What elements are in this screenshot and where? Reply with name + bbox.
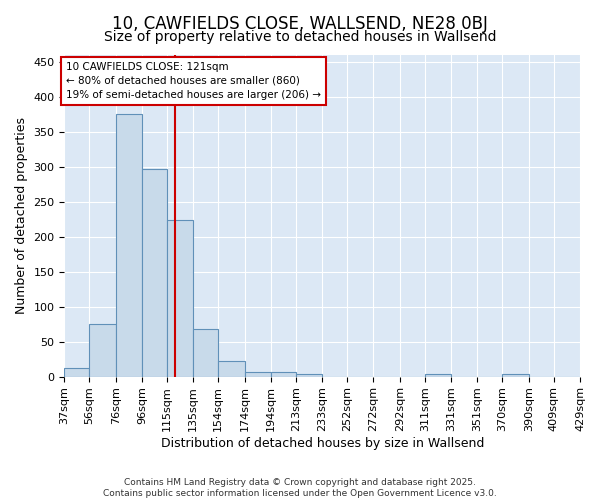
Text: Contains HM Land Registry data © Crown copyright and database right 2025.
Contai: Contains HM Land Registry data © Crown c… <box>103 478 497 498</box>
Bar <box>64 368 89 376</box>
Bar <box>502 374 529 376</box>
Bar <box>296 374 322 376</box>
Y-axis label: Number of detached properties: Number of detached properties <box>15 118 28 314</box>
Bar <box>193 329 218 376</box>
Bar <box>218 361 245 376</box>
Bar <box>142 169 167 376</box>
Bar <box>167 220 193 376</box>
Text: 10 CAWFIELDS CLOSE: 121sqm
← 80% of detached houses are smaller (860)
19% of sem: 10 CAWFIELDS CLOSE: 121sqm ← 80% of deta… <box>66 62 321 100</box>
Bar <box>271 372 296 376</box>
Bar <box>425 374 451 376</box>
Bar <box>245 372 271 376</box>
Bar <box>116 114 142 376</box>
Text: 10, CAWFIELDS CLOSE, WALLSEND, NE28 0BJ: 10, CAWFIELDS CLOSE, WALLSEND, NE28 0BJ <box>112 15 488 33</box>
Text: Size of property relative to detached houses in Wallsend: Size of property relative to detached ho… <box>104 30 496 44</box>
X-axis label: Distribution of detached houses by size in Wallsend: Distribution of detached houses by size … <box>161 437 484 450</box>
Bar <box>89 324 116 376</box>
